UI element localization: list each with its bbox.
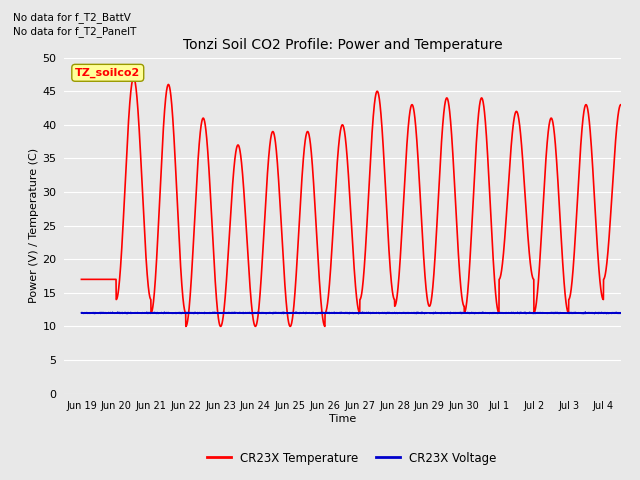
Legend: CR23X Temperature, CR23X Voltage: CR23X Temperature, CR23X Voltage (202, 447, 502, 469)
Y-axis label: Power (V) / Temperature (C): Power (V) / Temperature (C) (29, 148, 40, 303)
Title: Tonzi Soil CO2 Profile: Power and Temperature: Tonzi Soil CO2 Profile: Power and Temper… (182, 38, 502, 52)
Text: TZ_soilco2: TZ_soilco2 (75, 68, 140, 78)
Text: No data for f_T2_BattV: No data for f_T2_BattV (13, 12, 131, 23)
Text: No data for f_T2_PanelT: No data for f_T2_PanelT (13, 26, 136, 37)
X-axis label: Time: Time (329, 414, 356, 424)
